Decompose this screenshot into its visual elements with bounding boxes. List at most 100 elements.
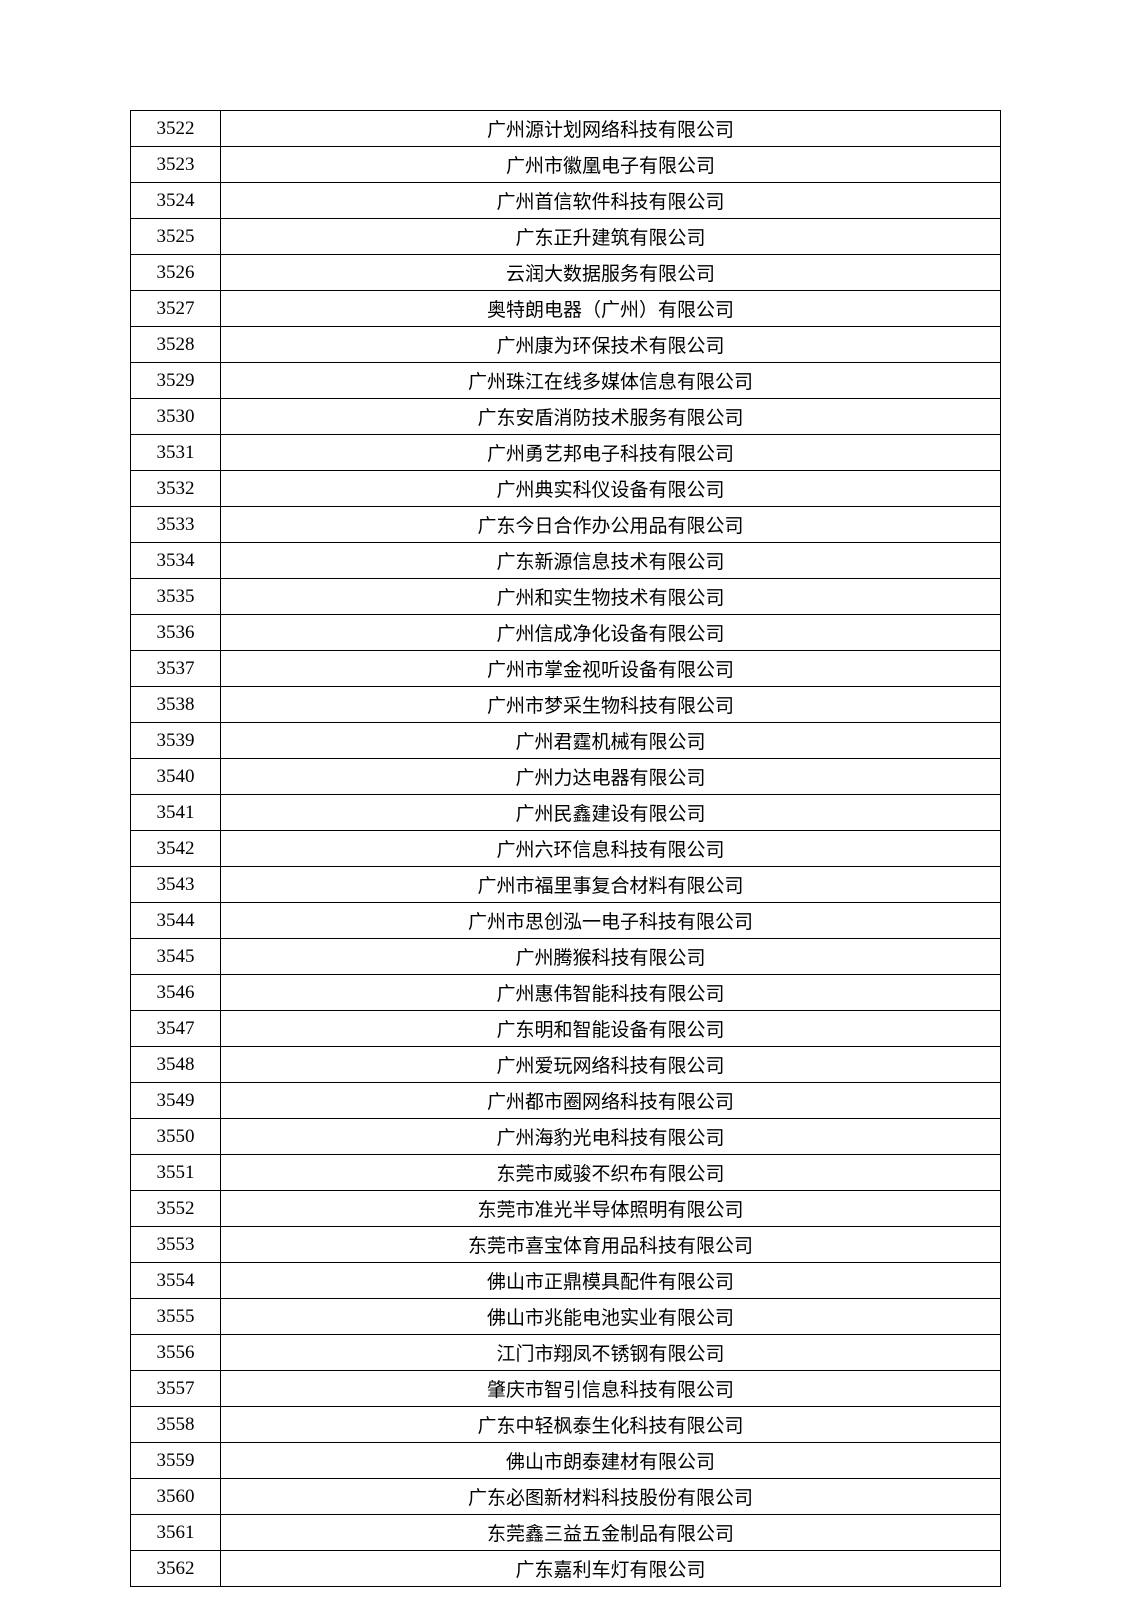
- row-id-cell: 3553: [131, 1227, 221, 1263]
- table-row: 3553东莞市喜宝体育用品科技有限公司: [131, 1227, 1001, 1263]
- table-row: 3551东莞市威骏不织布有限公司: [131, 1155, 1001, 1191]
- row-id-cell: 3538: [131, 687, 221, 723]
- table-row: 3525广东正升建筑有限公司: [131, 219, 1001, 255]
- table-row: 3547广东明和智能设备有限公司: [131, 1011, 1001, 1047]
- company-name-cell: 广州力达电器有限公司: [221, 759, 1001, 795]
- company-name-cell: 东莞市威骏不织布有限公司: [221, 1155, 1001, 1191]
- company-name-cell: 广东明和智能设备有限公司: [221, 1011, 1001, 1047]
- row-id-cell: 3537: [131, 651, 221, 687]
- row-id-cell: 3526: [131, 255, 221, 291]
- row-id-cell: 3556: [131, 1335, 221, 1371]
- company-name-cell: 广东安盾消防技术服务有限公司: [221, 399, 1001, 435]
- company-name-cell: 广州勇艺邦电子科技有限公司: [221, 435, 1001, 471]
- row-id-cell: 3557: [131, 1371, 221, 1407]
- table-body: 3522广州源计划网络科技有限公司3523广州市徽凰电子有限公司3524广州首信…: [131, 111, 1001, 1587]
- table-row: 3541广州民鑫建设有限公司: [131, 795, 1001, 831]
- table-row: 3531广州勇艺邦电子科技有限公司: [131, 435, 1001, 471]
- table-row: 3532广州典实科仪设备有限公司: [131, 471, 1001, 507]
- row-id-cell: 3522: [131, 111, 221, 147]
- table-row: 3550广州海豹光电科技有限公司: [131, 1119, 1001, 1155]
- row-id-cell: 3541: [131, 795, 221, 831]
- company-name-cell: 广东新源信息技术有限公司: [221, 543, 1001, 579]
- table-row: 3529广州珠江在线多媒体信息有限公司: [131, 363, 1001, 399]
- row-id-cell: 3523: [131, 147, 221, 183]
- row-id-cell: 3561: [131, 1515, 221, 1551]
- company-name-cell: 广州爱玩网络科技有限公司: [221, 1047, 1001, 1083]
- table-row: 3552东莞市准光半导体照明有限公司: [131, 1191, 1001, 1227]
- row-id-cell: 3547: [131, 1011, 221, 1047]
- table-row: 3533广东今日合作办公用品有限公司: [131, 507, 1001, 543]
- company-list-table: 3522广州源计划网络科技有限公司3523广州市徽凰电子有限公司3524广州首信…: [130, 110, 1001, 1587]
- table-row: 3523广州市徽凰电子有限公司: [131, 147, 1001, 183]
- table-row: 3543广州市福里事复合材料有限公司: [131, 867, 1001, 903]
- table-row: 3555佛山市兆能电池实业有限公司: [131, 1299, 1001, 1335]
- company-name-cell: 奥特朗电器（广州）有限公司: [221, 291, 1001, 327]
- row-id-cell: 3534: [131, 543, 221, 579]
- row-id-cell: 3529: [131, 363, 221, 399]
- row-id-cell: 3558: [131, 1407, 221, 1443]
- table-row: 3527奥特朗电器（广州）有限公司: [131, 291, 1001, 327]
- company-name-cell: 广州信成净化设备有限公司: [221, 615, 1001, 651]
- table-row: 3528广州康为环保技术有限公司: [131, 327, 1001, 363]
- table-row: 3545广州腾猴科技有限公司: [131, 939, 1001, 975]
- company-name-cell: 肇庆市智引信息科技有限公司: [221, 1371, 1001, 1407]
- row-id-cell: 3536: [131, 615, 221, 651]
- table-row: 3546广州惠伟智能科技有限公司: [131, 975, 1001, 1011]
- table-row: 3558广东中轻枫泰生化科技有限公司: [131, 1407, 1001, 1443]
- row-id-cell: 3530: [131, 399, 221, 435]
- company-name-cell: 广州市掌金视听设备有限公司: [221, 651, 1001, 687]
- company-name-cell: 广东正升建筑有限公司: [221, 219, 1001, 255]
- table-row: 3548广州爱玩网络科技有限公司: [131, 1047, 1001, 1083]
- company-name-cell: 广东必图新材料科技股份有限公司: [221, 1479, 1001, 1515]
- company-name-cell: 广州六环信息科技有限公司: [221, 831, 1001, 867]
- row-id-cell: 3528: [131, 327, 221, 363]
- row-id-cell: 3548: [131, 1047, 221, 1083]
- company-name-cell: 广州君霆机械有限公司: [221, 723, 1001, 759]
- row-id-cell: 3555: [131, 1299, 221, 1335]
- table-row: 3535广州和实生物技术有限公司: [131, 579, 1001, 615]
- table-row: 3544广州市思创泓一电子科技有限公司: [131, 903, 1001, 939]
- row-id-cell: 3542: [131, 831, 221, 867]
- row-id-cell: 3543: [131, 867, 221, 903]
- row-id-cell: 3559: [131, 1443, 221, 1479]
- table-row: 3561东莞鑫三益五金制品有限公司: [131, 1515, 1001, 1551]
- row-id-cell: 3549: [131, 1083, 221, 1119]
- table-row: 3542广州六环信息科技有限公司: [131, 831, 1001, 867]
- company-name-cell: 广州都市圈网络科技有限公司: [221, 1083, 1001, 1119]
- table-row: 3549广州都市圈网络科技有限公司: [131, 1083, 1001, 1119]
- company-name-cell: 江门市翔凤不锈钢有限公司: [221, 1335, 1001, 1371]
- row-id-cell: 3562: [131, 1551, 221, 1587]
- row-id-cell: 3554: [131, 1263, 221, 1299]
- table-row: 3539广州君霆机械有限公司: [131, 723, 1001, 759]
- table-row: 3526云润大数据服务有限公司: [131, 255, 1001, 291]
- table-row: 3557肇庆市智引信息科技有限公司: [131, 1371, 1001, 1407]
- table-row: 3559佛山市朗泰建材有限公司: [131, 1443, 1001, 1479]
- company-name-cell: 东莞鑫三益五金制品有限公司: [221, 1515, 1001, 1551]
- company-name-cell: 东莞市准光半导体照明有限公司: [221, 1191, 1001, 1227]
- row-id-cell: 3550: [131, 1119, 221, 1155]
- company-name-cell: 佛山市朗泰建材有限公司: [221, 1443, 1001, 1479]
- company-name-cell: 广州和实生物技术有限公司: [221, 579, 1001, 615]
- company-name-cell: 广州珠江在线多媒体信息有限公司: [221, 363, 1001, 399]
- company-name-cell: 广州腾猴科技有限公司: [221, 939, 1001, 975]
- row-id-cell: 3546: [131, 975, 221, 1011]
- row-id-cell: 3551: [131, 1155, 221, 1191]
- company-name-cell: 广州首信软件科技有限公司: [221, 183, 1001, 219]
- row-id-cell: 3524: [131, 183, 221, 219]
- row-id-cell: 3533: [131, 507, 221, 543]
- table-row: 3522广州源计划网络科技有限公司: [131, 111, 1001, 147]
- company-name-cell: 广东中轻枫泰生化科技有限公司: [221, 1407, 1001, 1443]
- company-name-cell: 广州康为环保技术有限公司: [221, 327, 1001, 363]
- table-row: 3537广州市掌金视听设备有限公司: [131, 651, 1001, 687]
- table-row: 3538广州市梦采生物科技有限公司: [131, 687, 1001, 723]
- company-name-cell: 广州市梦采生物科技有限公司: [221, 687, 1001, 723]
- company-name-cell: 广州源计划网络科技有限公司: [221, 111, 1001, 147]
- company-name-cell: 广州市思创泓一电子科技有限公司: [221, 903, 1001, 939]
- company-name-cell: 广州海豹光电科技有限公司: [221, 1119, 1001, 1155]
- row-id-cell: 3545: [131, 939, 221, 975]
- company-name-cell: 广州民鑫建设有限公司: [221, 795, 1001, 831]
- row-id-cell: 3527: [131, 291, 221, 327]
- company-name-cell: 广州惠伟智能科技有限公司: [221, 975, 1001, 1011]
- row-id-cell: 3535: [131, 579, 221, 615]
- table-row: 3536广州信成净化设备有限公司: [131, 615, 1001, 651]
